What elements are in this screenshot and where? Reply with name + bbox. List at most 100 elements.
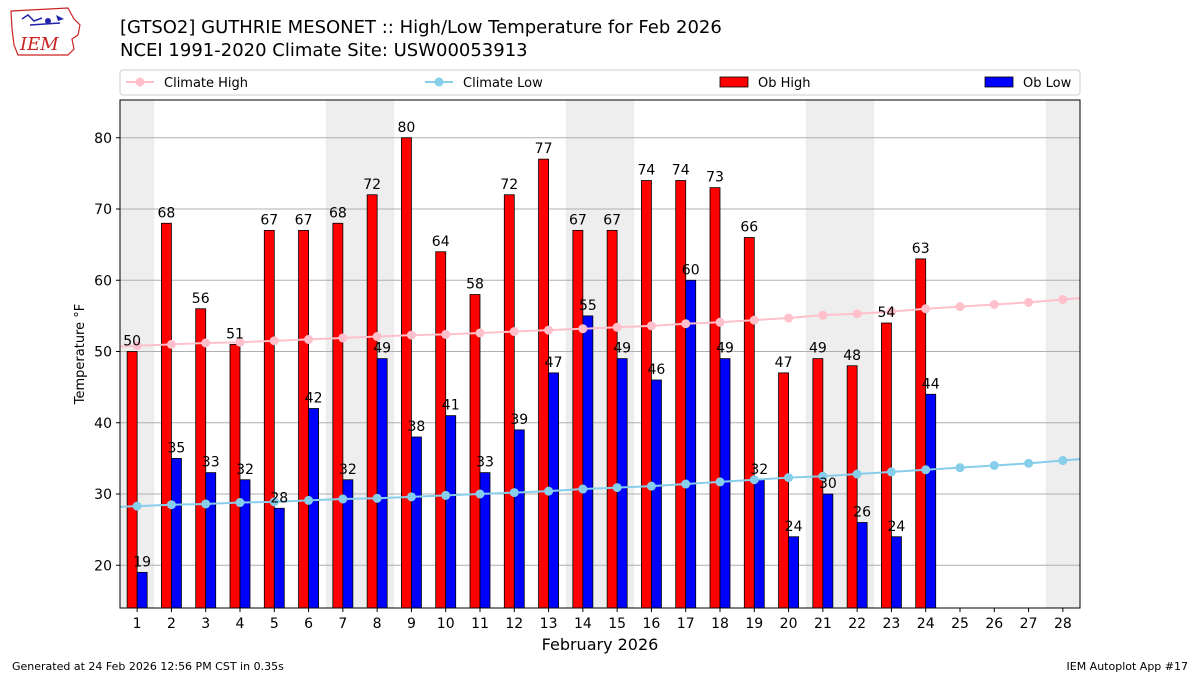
climate-low-point	[955, 463, 965, 473]
climate-high-point	[269, 336, 279, 346]
x-tick-label: 1	[133, 616, 142, 632]
ob-low-label: 42	[305, 391, 323, 407]
logo-text: IEM	[19, 34, 59, 55]
ob-high-bar	[606, 229, 618, 609]
climate-low-point	[475, 489, 485, 499]
ob-low-bar	[513, 429, 525, 609]
x-tick-label: 9	[407, 616, 416, 632]
ob-high-label: 58	[466, 277, 484, 293]
climate-low-point	[715, 477, 725, 487]
x-tick-label: 13	[540, 616, 558, 632]
ob-low-bar	[925, 393, 937, 609]
ob-high-label: 67	[295, 212, 313, 228]
ob-low-label: 28	[270, 490, 288, 506]
climate-low-point	[235, 498, 245, 508]
ob-low-label: 38	[408, 419, 426, 435]
ob-high-label: 73	[706, 170, 724, 186]
climate-high-point	[578, 324, 588, 334]
ob-low-label: 41	[442, 398, 460, 414]
climate-low-point	[921, 465, 931, 475]
x-tick-label: 24	[917, 616, 935, 632]
x-tick-label: 16	[643, 616, 661, 632]
ob-high-label: 72	[500, 177, 518, 193]
ob-high-label: 67	[260, 212, 278, 228]
y-tick-label: 30	[94, 487, 112, 503]
y-tick-label: 40	[94, 416, 112, 432]
ob-low-label: 26	[853, 505, 871, 521]
x-tick-label: 6	[304, 616, 313, 632]
ob-high-label: 51	[226, 326, 244, 342]
ob-high-bar	[263, 229, 275, 609]
ob-low-label: 24	[888, 519, 906, 535]
legend-box	[119, 69, 1081, 96]
y-tick-label: 70	[94, 202, 112, 218]
y-tick-label: 20	[94, 558, 112, 574]
legend-ob-high-swatch	[719, 76, 749, 88]
ob-low-label: 33	[476, 455, 494, 471]
ob-high-bar	[778, 372, 789, 609]
climate-high-point	[509, 327, 519, 337]
ob-low-label: 49	[716, 341, 734, 357]
ob-high-label: 54	[878, 305, 896, 321]
plot-frame	[119, 99, 1081, 609]
ob-low-label: 49	[373, 341, 391, 357]
legend-ob-low-label: Ob Low	[1023, 76, 1072, 91]
x-tick-label: 4	[236, 616, 245, 632]
climate-low-point	[1058, 456, 1068, 466]
climate-high-point	[201, 338, 211, 348]
ob-low-label: 46	[648, 362, 666, 378]
y-tick-label: 60	[94, 273, 112, 289]
ob-high-bar	[846, 365, 858, 609]
climate-high-point	[715, 317, 725, 327]
x-tick-label: 19	[745, 616, 763, 632]
legend-ob-low-swatch	[984, 76, 1014, 88]
x-tick-label: 18	[711, 616, 729, 632]
ob-high-bar	[161, 222, 172, 609]
climate-low-point	[852, 469, 862, 479]
ob-low-bar	[273, 507, 285, 609]
ob-high-bar	[709, 187, 721, 609]
climate-high-point	[989, 299, 999, 309]
x-tick-label: 21	[814, 616, 832, 632]
climate-high-point	[544, 325, 554, 335]
ob-high-label: 68	[329, 205, 347, 221]
legend-climate-low-marker	[434, 77, 444, 87]
ob-high-bar	[881, 322, 892, 609]
ob-high-bar	[641, 180, 652, 609]
climate-low-point	[818, 471, 828, 481]
x-tick-label: 11	[471, 616, 489, 632]
ob-low-label: 47	[545, 355, 563, 371]
app-footer: IEM Autoplot App #17	[1066, 660, 1189, 673]
ob-high-bar	[469, 294, 481, 609]
ob-high-bar	[503, 194, 515, 609]
climate-high-point	[235, 337, 245, 347]
climate-low-point	[989, 461, 999, 471]
ob-high-label: 50	[123, 334, 141, 350]
climate-low-point	[886, 467, 896, 477]
climate-low-point	[1024, 458, 1034, 468]
legend-climate-high-label: Climate High	[164, 76, 248, 91]
ob-high-label: 66	[740, 220, 758, 236]
x-tick-label: 20	[780, 616, 798, 632]
x-tick-label: 2	[167, 616, 176, 632]
ob-high-label: 77	[535, 141, 553, 157]
ob-high-bar	[366, 194, 378, 609]
climate-low-point	[612, 483, 622, 493]
climate-low-point	[544, 486, 554, 496]
climate-high-point	[646, 321, 656, 331]
climate-low-point	[784, 473, 794, 483]
ob-high-bar	[538, 158, 549, 609]
ob-low-bar	[891, 536, 902, 609]
climate-low-point	[406, 492, 416, 502]
ob-high-label: 56	[192, 291, 210, 307]
ob-low-label: 32	[750, 462, 768, 478]
ob-low-bar	[822, 493, 834, 609]
ob-high-label: 48	[843, 348, 861, 364]
ob-low-label: 49	[613, 341, 631, 357]
ob-low-label: 24	[785, 519, 803, 535]
climate-high-point	[441, 329, 451, 339]
climate-low-point	[304, 495, 314, 505]
ob-high-bar	[743, 237, 755, 609]
ob-low-label: 60	[682, 262, 700, 278]
ob-low-bar	[788, 536, 799, 609]
